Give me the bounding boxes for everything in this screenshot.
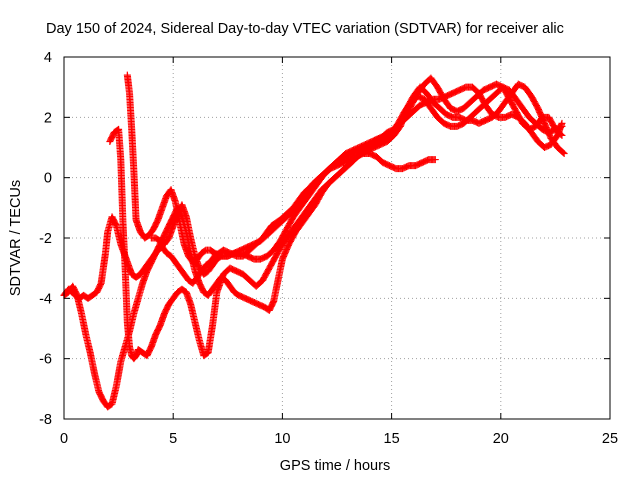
- series-track-5: [147, 83, 566, 278]
- series-track-2: [60, 83, 566, 411]
- y-tick-label: 4: [44, 50, 52, 66]
- data-point: [558, 122, 566, 130]
- chart-title: Day 150 of 2024, Sidereal Day-to-day VTE…: [46, 21, 564, 37]
- data-point: [560, 150, 568, 158]
- x-tick-label: 25: [602, 431, 618, 447]
- y-tick-label: -6: [39, 352, 52, 368]
- x-tick-label: 5: [169, 431, 177, 447]
- data-point: [559, 149, 567, 157]
- x-tick-label: 15: [384, 431, 400, 447]
- y-tick-label: -8: [39, 412, 52, 428]
- x-tick-label: 0: [60, 431, 68, 447]
- x-axis-label: GPS time / hours: [280, 458, 390, 474]
- y-tick-label: -2: [39, 231, 52, 247]
- data-point: [557, 130, 565, 138]
- axes: 0 5 10 15 20 25 -8 -6 -4 -2 0 2 4: [39, 50, 618, 447]
- y-axis-label: SDTVAR / TECUs: [8, 180, 24, 296]
- x-tick-label: 20: [493, 431, 509, 447]
- x-tick-label: 10: [274, 431, 290, 447]
- y-tick-label: 2: [44, 110, 52, 126]
- data-points: [60, 71, 568, 411]
- data-point: [431, 156, 439, 164]
- y-tick-label: -4: [39, 291, 52, 307]
- y-tick-label: 0: [44, 171, 52, 187]
- data-point: [557, 123, 565, 131]
- data-point: [558, 131, 566, 139]
